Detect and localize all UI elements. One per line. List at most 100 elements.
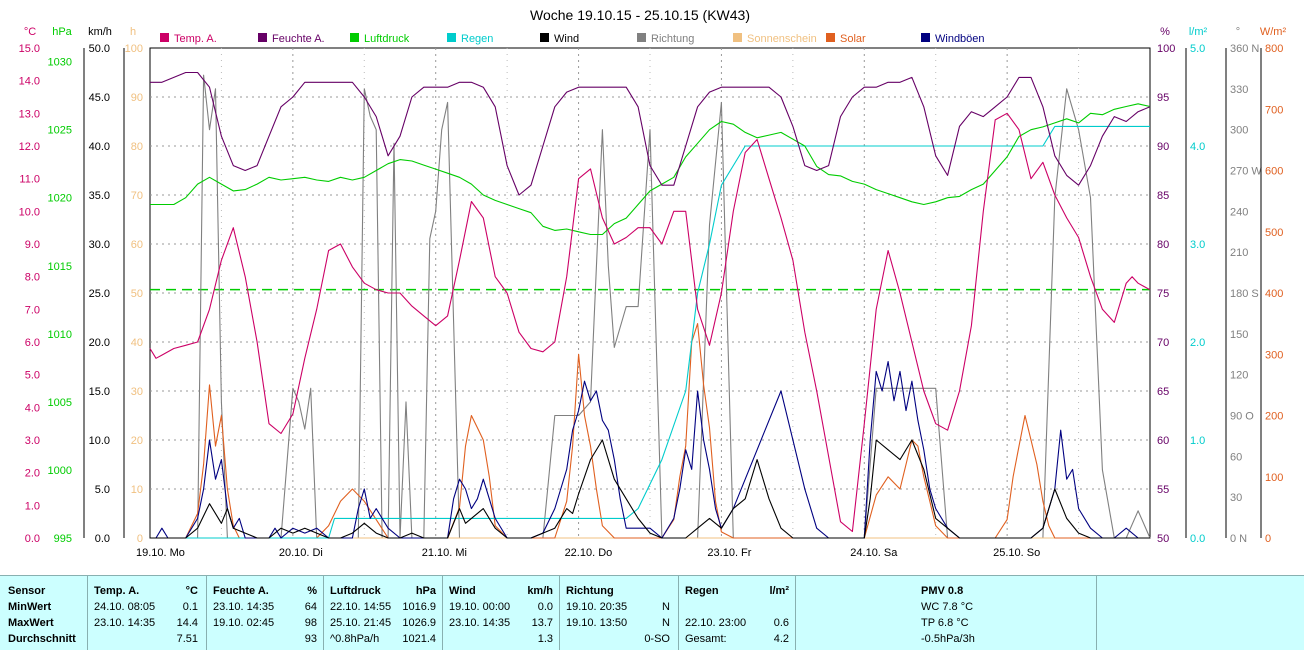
axis-tick-label: 70 — [1157, 337, 1169, 349]
legend-label: Feuchte A. — [272, 33, 325, 45]
axes: °C 0.0 1.0 2.0 3.0 4.0 5.0 6.0 7.0 8.0 9.0 10.0 11.0… — [19, 26, 1287, 545]
richtung-avg-value: 0-SO — [644, 633, 670, 645]
axis-tick-label: 11.0 — [19, 174, 40, 186]
row-label-min: MinWert — [8, 601, 52, 613]
axis-tick-label: 5.0 — [25, 370, 40, 382]
weather-chart: Woche 19.10.15 - 25.10.15 (KW43) Temp. A… — [19, 7, 1287, 559]
axis-tick-label: 200 — [1265, 411, 1283, 423]
axis-tick-label: 1000 — [48, 465, 72, 477]
axis-tick-label: 0 — [1265, 533, 1271, 545]
feuchte-max-value: 98 — [304, 617, 317, 629]
axis-tick-label: 5.0 — [95, 484, 110, 496]
axis-tick-label: 40.0 — [89, 141, 110, 153]
wind-min-value: 0.0 — [537, 601, 553, 613]
axis-tick-label: 995 — [54, 533, 72, 545]
axis-tick-label: 10 — [131, 484, 143, 496]
wind-max-time: 23.10. 14:35 — [449, 617, 511, 629]
chart-title: Woche 19.10.15 - 25.10.15 (KW43) — [530, 7, 750, 23]
axis-tick-label: 300 — [1265, 349, 1283, 361]
axis-tick-label: 1010 — [48, 329, 72, 341]
axis-tick-label: 80 — [1157, 239, 1169, 251]
legend-swatch — [350, 33, 359, 42]
axis-tick-label: 0 — [137, 533, 143, 545]
legend-swatch — [637, 33, 646, 42]
axis-unit-label: W/m² — [1260, 26, 1287, 38]
header-wind-unit: km/h — [527, 585, 553, 597]
legend-swatch — [540, 33, 549, 42]
axis-tick-label: 210 — [1230, 247, 1248, 259]
temp-avg-value: 7.51 — [176, 633, 198, 645]
header-wind: Wind — [449, 585, 476, 597]
axis-unit-label: hPa — [52, 26, 72, 38]
axis-tick-label: 120 — [1230, 370, 1248, 382]
legend: Temp. A. Feuchte A. Luftdruck Regen Wind Rich… — [160, 33, 985, 45]
x-tick-label: 23.10. Fr — [707, 547, 751, 559]
axis-tick-label: 85 — [1157, 190, 1169, 202]
axis-tick-label: 70 — [131, 190, 143, 202]
legend-label: Luftdruck — [364, 33, 410, 45]
axis-tick-label: 7.0 — [25, 304, 40, 316]
axis-tick-label: 1020 — [48, 193, 72, 205]
pmv-wc: WC 7.8 °C — [921, 601, 974, 613]
legend-label: Wind — [554, 33, 579, 45]
axis-tick-label: 4.0 — [25, 402, 40, 414]
series-line-temp-a — [149, 112, 1151, 533]
richtung-max-time: 19.10. 13:50 — [566, 617, 628, 629]
axis-tick-label: 100 — [1265, 472, 1283, 484]
axis-tick-label: 3.0 — [25, 435, 40, 447]
regen-total-value: 4.2 — [773, 633, 789, 645]
luftdruck-min-time: 22.10. 14:55 — [330, 601, 392, 613]
temp-max-time: 23.10. 14:35 — [94, 617, 156, 629]
series-lines — [149, 71, 1151, 539]
wind-min-time: 19.10. 00:00 — [449, 601, 511, 613]
richtung-min-time: 19.10. 20:35 — [566, 601, 628, 613]
feuchte-max-time: 19.10. 02:45 — [213, 617, 275, 629]
header-pmv: PMV 0.8 — [921, 585, 964, 597]
axis-tick-label: 0 N — [1230, 533, 1247, 545]
axis-tick-label: 15.0 — [19, 43, 40, 55]
axis-tick-label: 90 — [131, 92, 143, 104]
x-tick-label: 19.10. Mo — [136, 547, 185, 559]
header-feuchte: Feuchte A. — [213, 585, 269, 597]
series-line-luftdruck — [150, 103, 1151, 236]
temp-min-value: 0.1 — [182, 601, 198, 613]
luftdruck-min-value: 1016.9 — [402, 601, 436, 613]
pmv-tp: TP 6.8 °C — [921, 617, 969, 629]
axis-tick-label: 65 — [1157, 386, 1169, 398]
axis-tick-label: 300 — [1230, 125, 1248, 137]
temp-min-time: 24.10. 08:05 — [94, 601, 156, 613]
stats-table: Sensor MinWert MaxWert Durchschnitt Temp… — [0, 575, 1304, 650]
axis-tick-label: 20 — [131, 435, 143, 447]
x-tick-label: 22.10. Do — [565, 547, 613, 559]
axis-tick-label: 150 — [1230, 329, 1248, 341]
luftdruck-max-value: 1026.9 — [402, 617, 436, 629]
regen-total-label: Gesamt: — [685, 633, 727, 645]
header-sensor: Sensor — [8, 585, 46, 597]
axis-tick-label: 0.0 — [25, 533, 40, 545]
axis-tick-label: 60 — [1230, 451, 1242, 463]
header-luftdruck: Luftdruck — [330, 585, 381, 597]
axis-tick-label: 14.0 — [19, 76, 40, 88]
axis-tick-label: 1025 — [48, 125, 72, 137]
axis-tick-label: 1030 — [48, 57, 72, 69]
axis-tick-label: 10.0 — [89, 435, 110, 447]
wind-max-value: 13.7 — [531, 617, 553, 629]
axis-unit-label: l/m² — [1189, 26, 1208, 38]
axis-tick-label: 3.0 — [1190, 239, 1205, 251]
legend-label: Regen — [461, 33, 493, 45]
axis-tick-label: 360 N — [1230, 43, 1259, 55]
axis-tick-label: 30 — [1230, 492, 1242, 504]
axis-tick-label: 1005 — [48, 397, 72, 409]
axis-tick-label: 30.0 — [89, 239, 110, 251]
feuchte-avg-value: 93 — [304, 633, 317, 645]
axis-tick-label: 1.0 — [25, 500, 40, 512]
axis-tick-label: 90 O — [1230, 411, 1254, 423]
richtung-max-value: N — [662, 617, 670, 629]
axis-unit-label: ° — [1236, 26, 1240, 38]
axis-tick-label: 10.0 — [19, 206, 40, 218]
axis-tick-label: 40 — [131, 337, 143, 349]
axis-tick-label: 12.0 — [19, 141, 40, 153]
x-axis-labels: 19.10. Mo 20.10. Di 21.10. Mi 22.10. Do 23.1… — [136, 547, 1040, 559]
legend-swatch — [921, 33, 930, 42]
legend-swatch — [733, 33, 742, 42]
